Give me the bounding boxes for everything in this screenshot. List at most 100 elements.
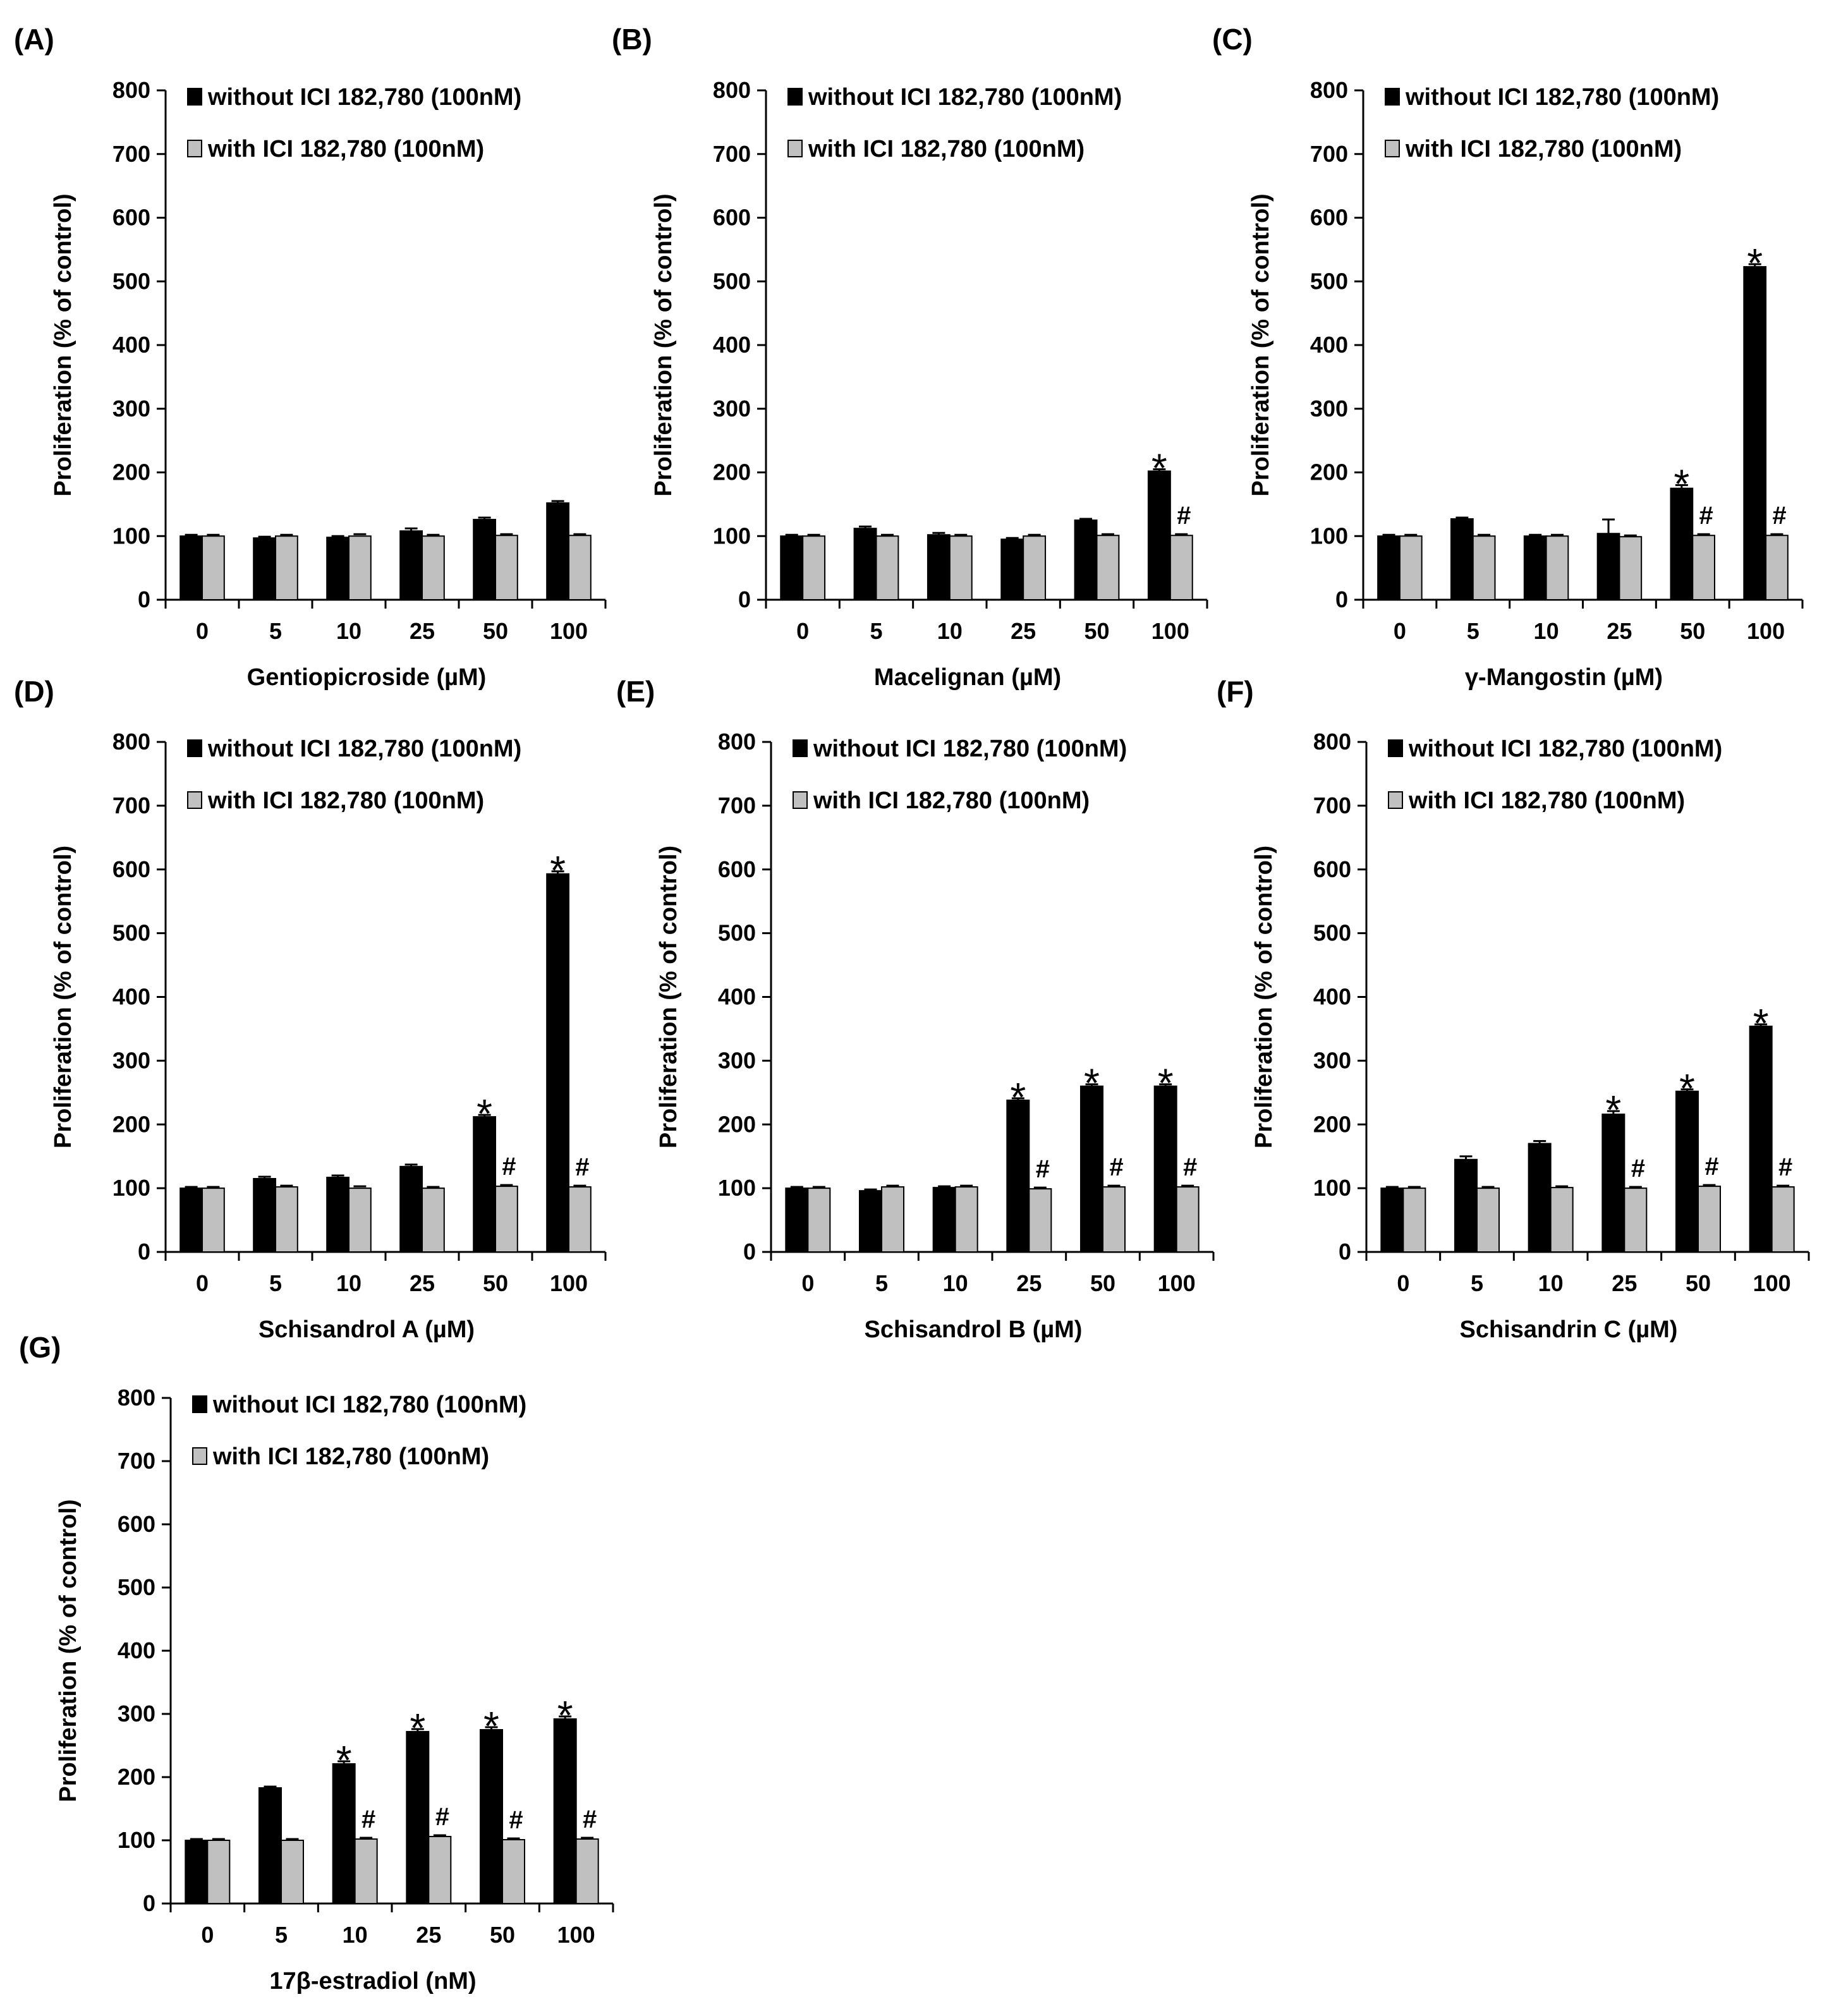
bar-with-ici-g: [207, 1840, 231, 1904]
x-axis-title-b: Macelignan (µM): [874, 664, 1061, 691]
category-label-f: 10: [1538, 1270, 1564, 1296]
category-label-f: 25: [1612, 1270, 1637, 1296]
bar-without-ici-g: [406, 1731, 430, 1904]
bar-without-ici-g: [480, 1729, 503, 1904]
bar-with-ici-a: [275, 535, 298, 600]
bar-without-ici-c: [1450, 518, 1474, 600]
category-label-g: 0: [201, 1922, 214, 1948]
y-axis-title-a: Proliferation (% of control): [50, 193, 76, 496]
bar-with-ici-d: [422, 1187, 445, 1253]
legend-swatch-without-d: [187, 739, 202, 757]
category-label-c: 0: [1394, 618, 1406, 644]
bar-with-ici-f: [1698, 1186, 1721, 1253]
significance-hash-f: #: [1778, 1153, 1792, 1181]
bar-without-ici-d: [399, 1165, 423, 1253]
x-axis-title-a: Gentiopicroside (µM): [247, 664, 487, 691]
y-tick-label-e: 700: [718, 792, 756, 818]
category-label-e: 100: [1158, 1270, 1196, 1296]
category-label-e: 5: [875, 1270, 888, 1296]
y-tick-label-c: 100: [1310, 523, 1348, 549]
significance-star-g: *: [336, 1737, 352, 1783]
significance-hash-b: #: [1177, 502, 1191, 530]
significance-star-g: *: [483, 1703, 499, 1749]
category-label-b: 100: [1151, 618, 1189, 644]
legend-label-with-a: with ICI 182,780 (100nM): [207, 136, 484, 162]
y-tick-label-c: 400: [1310, 332, 1348, 358]
bar-with-ici-a: [568, 535, 592, 600]
y-tick-label-a: 500: [112, 268, 150, 294]
category-label-c: 100: [1747, 618, 1785, 644]
y-tick-label-f: 0: [1339, 1239, 1351, 1265]
category-label-f: 0: [1397, 1270, 1409, 1296]
significance-hash-c: #: [1772, 502, 1786, 530]
y-tick-label-f: 700: [1313, 792, 1351, 818]
y-tick-label-a: 100: [112, 523, 150, 549]
category-label-d: 25: [410, 1270, 435, 1296]
y-tick-label-g: 300: [118, 1701, 155, 1727]
bar-with-ici-a: [495, 535, 518, 600]
bar-with-ici-c: [1472, 535, 1496, 600]
legend-swatch-without-e: [793, 739, 808, 757]
x-axis-title-e: Schisandrol B (µM): [865, 1316, 1083, 1343]
y-tick-label-e: 400: [718, 984, 756, 1010]
y-tick-label-g: 100: [118, 1827, 155, 1853]
y-tick-label-a: 200: [112, 459, 150, 485]
significance-star-e: *: [1158, 1060, 1174, 1106]
panel-label-f: (F): [1217, 675, 1254, 708]
y-tick-label-e: 0: [743, 1239, 756, 1265]
x-axis-title-f: Schisandrin C (µM): [1460, 1316, 1678, 1343]
category-label-g: 5: [275, 1922, 288, 1948]
bar-with-ici-b: [802, 535, 826, 600]
category-label-e: 10: [943, 1270, 968, 1296]
bar-with-ici-b: [1169, 535, 1193, 600]
bar-without-ici-e: [1006, 1099, 1030, 1253]
bar-with-ici-a: [202, 535, 225, 600]
legend-label-without-e: without ICI 182,780 (100nM): [813, 736, 1127, 762]
panel-label-d: (D): [14, 675, 54, 708]
y-axis-title-d: Proliferation (% of control): [50, 846, 76, 1148]
bar-with-ici-d: [275, 1186, 298, 1253]
bar-without-ici-a: [473, 519, 497, 600]
category-label-c: 50: [1680, 618, 1705, 644]
significance-star-f: *: [1679, 1066, 1695, 1111]
bar-with-ici-b: [875, 535, 899, 600]
y-tick-label-b: 500: [713, 268, 751, 294]
bar-with-ici-b: [1023, 535, 1047, 600]
category-label-c: 5: [1467, 618, 1480, 644]
significance-star-f: *: [1605, 1087, 1621, 1132]
category-label-g: 25: [416, 1922, 441, 1948]
bar-without-ici-g: [553, 1718, 577, 1904]
legend-label-without-a: without ICI 182,780 (100nM): [207, 84, 521, 111]
bar-with-ici-b: [1096, 535, 1120, 600]
bar-without-ici-c: [1377, 535, 1401, 600]
significance-hash-e: #: [1036, 1155, 1050, 1183]
legend-label-with-c: with ICI 182,780 (100nM): [1405, 136, 1682, 162]
category-label-d: 10: [336, 1270, 362, 1296]
significance-hash-f: #: [1631, 1155, 1645, 1182]
bar-without-ici-b: [780, 535, 804, 600]
y-tick-label-c: 0: [1335, 586, 1348, 612]
x-axis-title-c: γ-Mangostin (µM): [1465, 664, 1663, 691]
significance-star-d: *: [550, 847, 566, 893]
panel-label-g: (G): [19, 1331, 61, 1364]
bar-without-ici-a: [546, 502, 570, 600]
y-tick-label-b: 400: [713, 332, 751, 358]
significance-hash-g: #: [509, 1806, 523, 1834]
y-tick-label-a: 800: [112, 77, 150, 103]
category-label-a: 10: [336, 618, 362, 644]
y-tick-label-e: 600: [718, 856, 756, 882]
x-axis-title-g: 17β-estradiol (nM): [269, 1968, 476, 1995]
significance-hash-g: #: [583, 1806, 597, 1833]
bar-without-ici-e: [785, 1187, 809, 1253]
bar-without-ici-c: [1670, 487, 1694, 600]
y-tick-label-d: 600: [112, 856, 150, 882]
y-tick-label-d: 800: [112, 729, 150, 755]
bar-without-ici-d: [179, 1187, 204, 1253]
legend-label-without-f: without ICI 182,780 (100nM): [1408, 736, 1722, 762]
bar-without-ici-c: [1743, 266, 1767, 600]
bar-with-ici-c: [1619, 536, 1643, 601]
bar-with-ici-f: [1550, 1187, 1574, 1253]
y-tick-label-g: 600: [118, 1511, 155, 1537]
bar-without-ici-g: [258, 1787, 282, 1904]
y-tick-label-g: 400: [118, 1637, 155, 1663]
